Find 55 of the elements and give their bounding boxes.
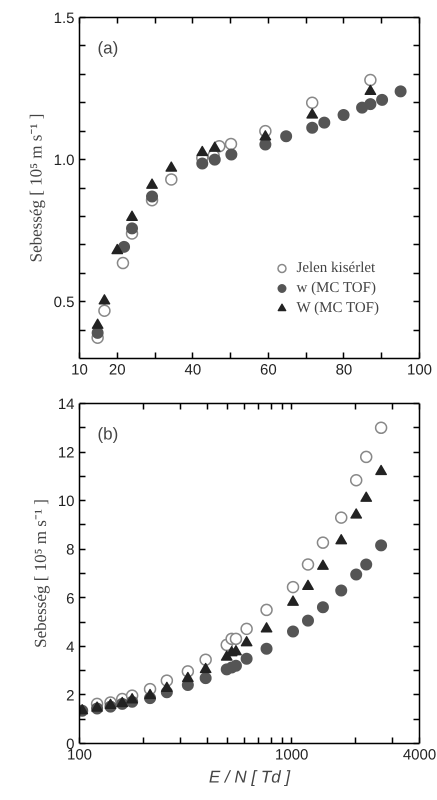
- point: [196, 146, 208, 156]
- x-tick-label: 40: [184, 362, 202, 378]
- point: [306, 96, 318, 109]
- y-tick-label: 8: [66, 542, 74, 559]
- point: [146, 178, 158, 189]
- point: [165, 161, 178, 172]
- y-tick-label: 1.0: [54, 152, 75, 170]
- y-tick-label: 0.5: [54, 294, 75, 312]
- x-tick-label: 4000: [402, 746, 436, 764]
- y-tick-label: 12: [58, 444, 75, 462]
- point: [318, 116, 330, 129]
- x-tick-label: 20: [108, 362, 126, 378]
- point: [146, 190, 158, 203]
- legend-label: w (MC TOF): [296, 280, 376, 296]
- legend-label: Jelen kisérlet: [296, 260, 376, 276]
- point: [376, 94, 388, 106]
- x-axis-title: E / N [ Td ]: [208, 768, 292, 786]
- point: [165, 173, 178, 186]
- point: [92, 318, 104, 329]
- point: [126, 210, 138, 221]
- point: [208, 154, 221, 166]
- y-tick-label: 10: [58, 493, 75, 510]
- point: [259, 130, 272, 141]
- point: [306, 122, 318, 134]
- point: [126, 222, 138, 234]
- x-tick-label: 100: [406, 362, 432, 378]
- x-tick-label: 60: [260, 362, 277, 378]
- annotation: (b): [98, 424, 118, 444]
- y-tick-label: 1.5: [54, 10, 75, 27]
- point: [98, 304, 111, 317]
- point: [338, 108, 350, 121]
- x-tick-label: 80: [336, 362, 352, 378]
- point: [208, 141, 221, 152]
- y-tick-label: 4: [66, 638, 74, 656]
- point: [196, 158, 208, 170]
- point: [225, 148, 238, 160]
- point: [224, 138, 238, 150]
- annotation: (a): [98, 38, 118, 58]
- point: [364, 74, 377, 86]
- y-tick-label: 2: [66, 687, 74, 704]
- point: [364, 98, 376, 110]
- point: [306, 108, 318, 119]
- legend-label: W (MC TOF): [296, 300, 379, 316]
- point: [394, 85, 407, 98]
- y-tick-label: 14: [58, 396, 75, 413]
- y-axis-title: Sebesség [ 10⁵ m s⁻¹ ]: [30, 499, 50, 648]
- point: [364, 84, 376, 96]
- point: [280, 130, 292, 142]
- point: [111, 244, 124, 254]
- point: [98, 294, 110, 304]
- point: [118, 240, 130, 253]
- y-axis-title: Sebesség [ 10⁵ m s⁻¹ ]: [26, 114, 46, 262]
- y-tick-label: 6: [66, 590, 74, 608]
- point: [116, 256, 130, 270]
- x-tick-label: 1000: [275, 746, 308, 764]
